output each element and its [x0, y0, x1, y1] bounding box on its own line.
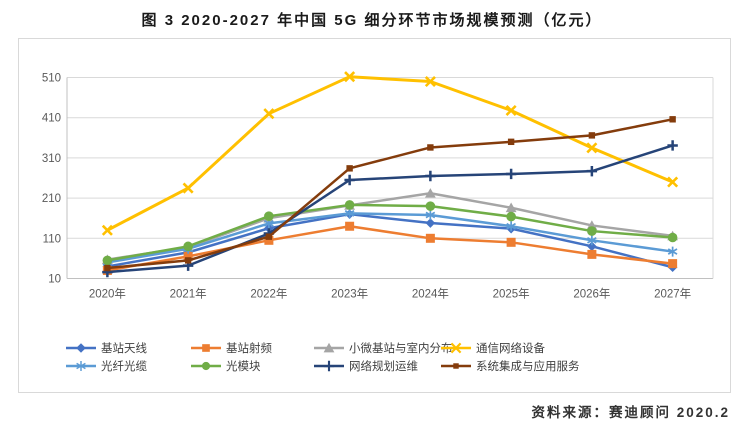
data-point-marker: [505, 104, 517, 116]
series-网络规划运维: [102, 140, 678, 278]
data-point-marker: [668, 259, 678, 269]
x-tick-label: 2024年: [412, 287, 449, 301]
data-point-marker: [505, 202, 517, 213]
source-note: 资料来源：赛迪顾问 2020.2: [531, 405, 730, 420]
data-point-marker: [184, 257, 192, 264]
data-point-marker: [586, 142, 598, 154]
data-point-marker: [505, 168, 517, 180]
series-系统集成与应用服务: [104, 116, 676, 272]
y-tick-label: 410: [42, 113, 61, 125]
data-point-marker: [506, 237, 516, 247]
data-point-marker: [344, 200, 355, 210]
data-point-marker: [264, 211, 274, 221]
series-光模块: [102, 200, 678, 266]
series-line: [107, 203, 673, 262]
data-point-marker: [667, 232, 678, 243]
data-point-marker: [183, 251, 193, 261]
data-point-marker: [104, 264, 111, 272]
data-point-marker: [667, 246, 678, 257]
series-光纤光缆: [102, 208, 678, 268]
data-point-marker: [667, 176, 679, 188]
data-point-marker: [506, 221, 516, 232]
data-point-marker: [586, 165, 598, 177]
data-point-marker: [507, 138, 515, 146]
data-point-marker: [265, 233, 273, 240]
data-point-marker: [587, 249, 597, 259]
data-point-marker: [425, 233, 435, 243]
data-point-marker: [587, 235, 597, 246]
data-point-marker: [264, 235, 274, 245]
data-point-marker: [101, 224, 113, 236]
data-point-marker: [506, 211, 516, 222]
data-point-marker: [588, 132, 596, 139]
x-tick-label: 2027年: [654, 287, 691, 301]
series-line: [106, 75, 674, 232]
y-tick-label: 210: [42, 193, 61, 205]
series-通信网络设备: [101, 71, 679, 236]
data-point-marker: [263, 108, 275, 120]
data-point-marker: [669, 116, 676, 123]
y-tick-label: 110: [43, 233, 61, 245]
data-point-marker: [183, 241, 193, 252]
data-point-marker: [102, 255, 113, 266]
data-point-marker: [424, 76, 436, 88]
data-point-marker: [344, 208, 355, 219]
data-point-marker: [182, 182, 194, 194]
y-tick-label: 510: [42, 73, 61, 85]
series-line: [107, 212, 673, 269]
y-tick-label: 310: [42, 153, 61, 165]
x-tick-label: 2021年: [170, 287, 207, 301]
data-point-marker: [344, 71, 356, 83]
data-point-marker: [344, 174, 355, 186]
series-line: [107, 118, 673, 270]
x-tick-label: 2025年: [493, 287, 530, 301]
data-point-marker: [425, 170, 436, 182]
series-line: [107, 212, 673, 264]
data-point-marker: [424, 188, 436, 198]
data-point-marker: [427, 144, 434, 151]
chart-container: 10 110 210 310 410 510 2020年 2021年 2022年 2023年 202…: [18, 38, 731, 393]
data-point-marker: [667, 140, 678, 151]
data-point-marker: [587, 226, 597, 236]
data-point-marker: [345, 221, 355, 231]
x-tick-label: 2022年: [250, 287, 287, 301]
data-point-marker: [425, 209, 436, 220]
series-line: [107, 144, 674, 274]
series-line: [107, 224, 673, 272]
y-tick-label: 10: [48, 274, 61, 286]
x-tick-label: 2026年: [573, 287, 610, 301]
figure-title: 图 3 2020-2027 年中国 5G 细分环节市场规模预测（亿元）: [141, 12, 603, 29]
x-tick-label: 2023年: [331, 287, 368, 301]
line-chart: 10 110 210 310 410 510 2020年 2021年 2022年 2023年 202…: [42, 71, 714, 301]
x-tick-label: 2020年: [89, 287, 126, 301]
data-point-marker: [425, 201, 436, 211]
data-point-marker: [346, 165, 353, 172]
